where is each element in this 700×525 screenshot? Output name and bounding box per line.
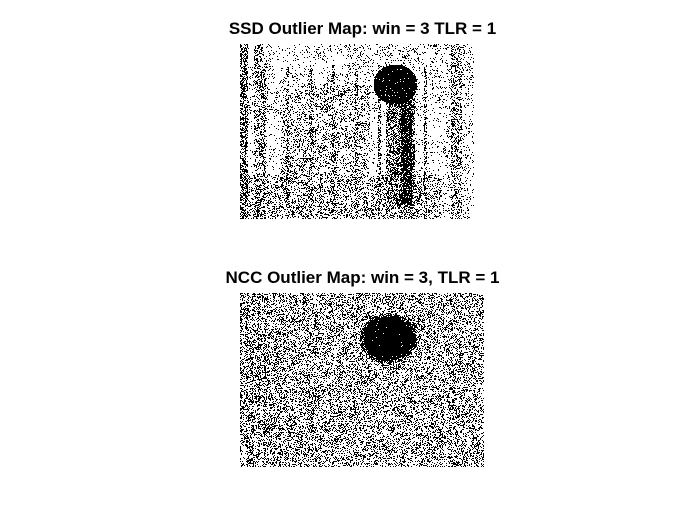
ncc-map-title: NCC Outlier Map: win = 3, TLR = 1 (225, 268, 500, 287)
ssd-map-title: SSD Outlier Map: win = 3 TLR = 1 (228, 19, 497, 38)
ncc-outlier-map-image (240, 293, 484, 467)
ssd-outlier-map-image (240, 44, 474, 219)
